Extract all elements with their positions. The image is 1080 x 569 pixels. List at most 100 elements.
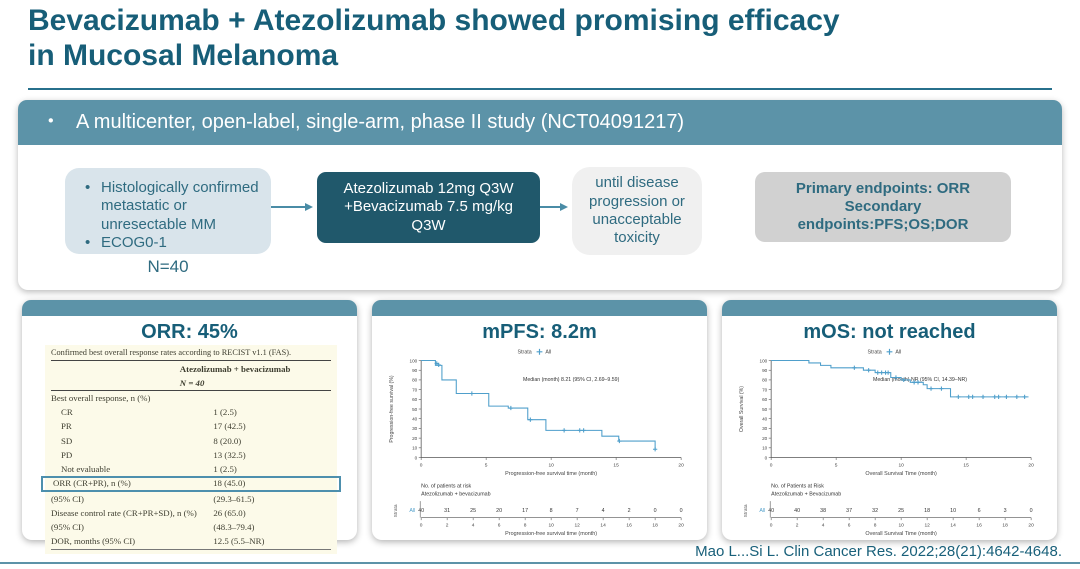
svg-text:All: All xyxy=(545,350,551,356)
svg-text:3: 3 xyxy=(1004,508,1007,514)
svg-text:No. of patients at risk: No. of patients at risk xyxy=(421,484,471,490)
os-panel-title: mOS: not reached xyxy=(803,321,976,343)
svg-text:31: 31 xyxy=(444,508,450,514)
endpoints-box: Primary endpoints: ORR Secondary endpoin… xyxy=(755,172,1011,242)
orr-table-caption: Confirmed best overall response rates ac… xyxy=(51,348,292,357)
endpoints-line-3: endpoints:PFS;OS;DOR xyxy=(797,216,969,234)
svg-text:70: 70 xyxy=(412,387,418,392)
row-label: (95% CI) xyxy=(51,522,84,533)
row-value: 12.5 (5.5–NR) xyxy=(213,536,265,547)
svg-text:80: 80 xyxy=(762,378,768,383)
svg-text:90: 90 xyxy=(412,368,418,373)
row-value: 1 (2.5) xyxy=(213,464,237,475)
svg-text:100: 100 xyxy=(760,358,768,363)
svg-text:70: 70 xyxy=(762,387,768,392)
row-label: DOR, months (95% CI) xyxy=(51,536,136,547)
svg-text:80: 80 xyxy=(412,378,418,383)
table-row: Best overall response, n (%) xyxy=(51,391,331,405)
table-row: Disease control rate (CR+PR+SD), n (%) 26… xyxy=(51,506,331,520)
svg-text:18: 18 xyxy=(1002,522,1008,528)
svg-text:12: 12 xyxy=(574,522,580,528)
svg-text:Strata: Strata xyxy=(393,504,399,517)
svg-text:100: 100 xyxy=(410,358,418,363)
svg-text:40: 40 xyxy=(762,416,768,421)
table-row: DOR, months (95% CI) 12.5 (5.5–NR) xyxy=(51,534,331,548)
table-row: (95% CI) (48.3–79.4) xyxy=(51,520,331,534)
orr-column-subheader: N = 40 xyxy=(179,378,205,388)
svg-text:37: 37 xyxy=(846,508,852,514)
row-label: (95% CI) xyxy=(51,493,84,504)
svg-text:Strata: Strata xyxy=(518,350,532,356)
table-row: PD 13 (32.5) xyxy=(51,448,331,462)
svg-text:20: 20 xyxy=(678,462,684,468)
study-design-card: • A multicenter, open-label, single-arm,… xyxy=(18,100,1062,290)
svg-text:0: 0 xyxy=(1030,508,1033,514)
svg-text:18: 18 xyxy=(652,522,658,528)
svg-text:8: 8 xyxy=(550,508,553,514)
svg-text:5: 5 xyxy=(835,462,838,468)
svg-text:16: 16 xyxy=(976,522,982,528)
svg-text:Median (month) NR (95% CI, 14.: Median (month) NR (95% CI, 14.39–NR) xyxy=(873,377,967,383)
svg-text:10: 10 xyxy=(548,462,554,468)
svg-text:6: 6 xyxy=(848,522,851,528)
row-value xyxy=(213,391,331,405)
svg-text:40: 40 xyxy=(794,508,800,514)
svg-text:Strata: Strata xyxy=(743,504,749,517)
flow-arrow-icon xyxy=(540,203,568,211)
row-value: 17 (42.5) xyxy=(213,421,246,432)
criteria-bullet-2: ECOG0-1 xyxy=(79,234,263,253)
svg-text:10: 10 xyxy=(898,462,904,468)
svg-text:2: 2 xyxy=(628,508,631,514)
endpoints-line-1: Primary endpoints: ORR xyxy=(795,179,971,197)
row-label: Not evaluable xyxy=(61,464,111,475)
criteria-box: Histologically confirmed metastatic or u… xyxy=(65,168,271,254)
svg-text:All: All xyxy=(895,350,901,356)
svg-text:0: 0 xyxy=(415,455,418,460)
svg-text:Atezolizumab + bevacizumab: Atezolizumab + bevacizumab xyxy=(421,491,490,497)
svg-text:5: 5 xyxy=(485,462,488,468)
svg-text:Median (month) 8.21 (95% CI, 2: Median (month) 8.21 (95% CI, 2.69–9.59) xyxy=(523,377,620,383)
row-label: PD xyxy=(61,449,73,460)
pfs-panel: mPFS: 8.2m Strata All 0 10 20 30 40 50 60 70 80 90 1… xyxy=(372,300,707,540)
row-value: 13 (32.5) xyxy=(213,449,246,460)
svg-text:0: 0 xyxy=(680,508,683,514)
svg-text:6: 6 xyxy=(978,508,981,514)
study-flow-diagram: Histologically confirmed metastatic or u… xyxy=(18,145,1062,290)
svg-text:50: 50 xyxy=(762,407,768,412)
svg-text:0: 0 xyxy=(654,508,657,514)
svg-text:30: 30 xyxy=(762,426,768,431)
svg-text:4: 4 xyxy=(822,522,825,528)
title-divider xyxy=(28,88,1052,90)
svg-text:25: 25 xyxy=(470,508,476,514)
treatment-text: Atezolizumab 12mg Q3W +Bevacizumab 7.5 m… xyxy=(343,180,514,234)
pfs-panel-title: mPFS: 8.2m xyxy=(482,321,597,343)
orr-panel: ORR: 45% Confirmed best overall response… xyxy=(22,300,357,554)
svg-text:0: 0 xyxy=(770,522,773,528)
row-label: Disease control rate (CR+PR+SD), n (%) xyxy=(51,507,197,518)
svg-text:10: 10 xyxy=(762,446,768,451)
svg-text:Progression-free survival time: Progression-free survival time (month) xyxy=(505,531,597,537)
svg-text:10: 10 xyxy=(548,522,554,528)
bottom-divider xyxy=(0,562,1080,564)
row-value: 1 (2.5) xyxy=(213,407,237,418)
table-row: SD 8 (20.0) xyxy=(51,434,331,448)
svg-text:16: 16 xyxy=(626,522,632,528)
table-row: PR 17 (42.5) xyxy=(51,419,331,433)
svg-text:18: 18 xyxy=(924,508,930,514)
svg-text:25: 25 xyxy=(898,508,904,514)
svg-text:20: 20 xyxy=(1028,462,1034,468)
svg-text:40: 40 xyxy=(768,508,774,514)
row-label: Best overall response, n (%) xyxy=(51,393,151,403)
svg-text:60: 60 xyxy=(762,397,768,402)
svg-text:2: 2 xyxy=(796,522,799,528)
svg-text:10: 10 xyxy=(898,522,904,528)
svg-text:0: 0 xyxy=(420,522,423,528)
svg-text:6: 6 xyxy=(498,522,501,528)
svg-text:Overall Survival (%): Overall Survival (%) xyxy=(739,386,745,432)
table-row: CR 1 (2.5) xyxy=(51,405,331,419)
svg-text:4: 4 xyxy=(602,508,605,514)
svg-text:20: 20 xyxy=(412,436,418,441)
svg-text:10: 10 xyxy=(950,508,956,514)
